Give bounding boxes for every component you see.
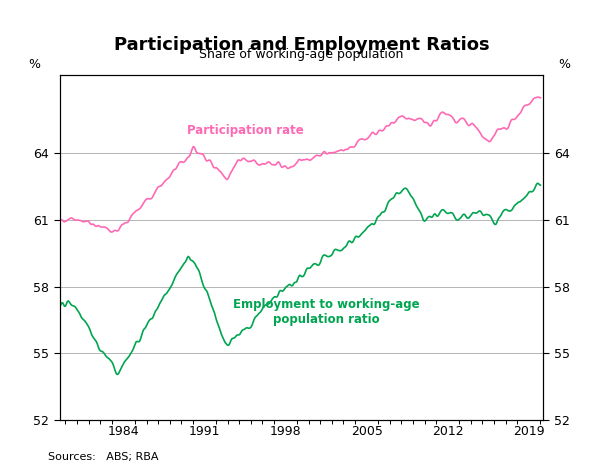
Text: %: %: [28, 58, 40, 71]
Text: %: %: [558, 58, 570, 71]
Text: Share of working-age population: Share of working-age population: [199, 48, 404, 61]
Text: Employment to working-age
population ratio: Employment to working-age population rat…: [233, 297, 420, 325]
Text: Participation rate: Participation rate: [187, 124, 303, 137]
Title: Participation and Employment Ratios: Participation and Employment Ratios: [113, 35, 490, 54]
Text: Sources:   ABS; RBA: Sources: ABS; RBA: [48, 453, 158, 462]
